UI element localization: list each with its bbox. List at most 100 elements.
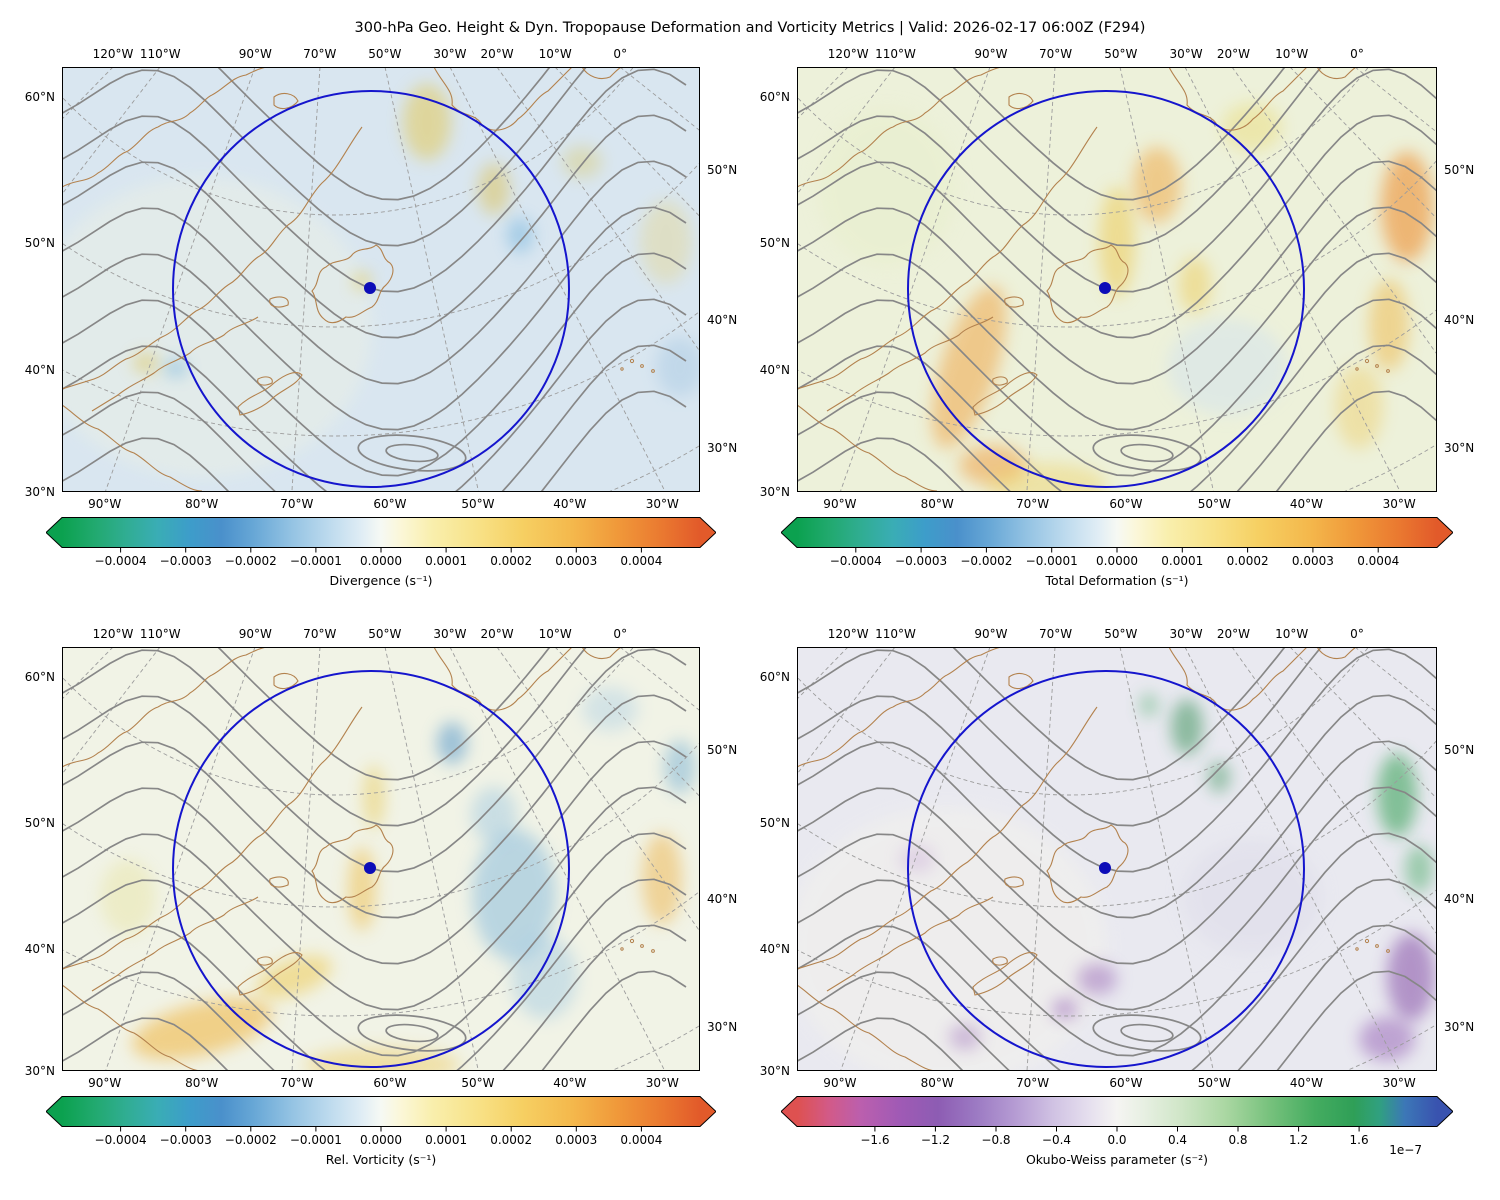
- colorbar-tick-label: −0.0002: [224, 1133, 277, 1147]
- y-tick-label-left: 60°N: [24, 90, 55, 105]
- field-feature: [656, 337, 700, 397]
- coastlines: [797, 67, 1390, 492]
- x-tick-label-top: 120°W: [92, 47, 134, 61]
- colorbar-tick-label: −0.0003: [895, 554, 948, 568]
- field-feature: [1377, 753, 1417, 837]
- field-feature: [1405, 845, 1433, 893]
- range-ring: [172, 670, 570, 1068]
- colorbar-tick-label: 0.0000: [1096, 554, 1138, 568]
- colorbar-tick-label: 1.6: [1349, 1133, 1369, 1147]
- center-marker: [1099, 282, 1111, 294]
- field-feature: [797, 807, 1107, 1071]
- center-marker: [364, 282, 376, 294]
- field-feature: [1222, 103, 1282, 151]
- colorbar-tick-label: −1.6: [860, 1133, 890, 1147]
- x-tick-label-bottom: 90°W: [88, 497, 122, 511]
- panel-border: [797, 67, 1437, 492]
- x-tick-label-top: 110°W: [139, 627, 181, 641]
- range-ring: [172, 90, 570, 488]
- colorbar-relative-vorticity: [45, 1096, 717, 1132]
- x-tick-label-top: 10°W: [538, 627, 572, 641]
- x-tick-label-top: 30°W: [1169, 47, 1203, 61]
- field-feature: [1171, 699, 1203, 755]
- y-tick-label-right: 40°N: [707, 312, 738, 327]
- colorbar-okubo-weiss: [780, 1096, 1454, 1132]
- colorbar-gradient: [780, 517, 1454, 553]
- coastlines: [62, 647, 655, 1071]
- x-tick-label-top: 90°W: [238, 627, 272, 641]
- x-tick-label-top: 70°W: [303, 47, 337, 61]
- field-feature: [1140, 693, 1158, 717]
- center-marker: [364, 862, 376, 874]
- field-feature: [1052, 998, 1078, 1020]
- colorbar-tick-label: 0.0003: [555, 554, 598, 568]
- x-tick-label-bottom: 80°W: [185, 497, 219, 511]
- colorbar-total-deformation: [780, 517, 1454, 553]
- x-tick-label-top: 70°W: [1038, 627, 1073, 641]
- colorbar-label: Okubo-Weiss parameter (s⁻²): [1025, 1152, 1209, 1167]
- x-tick-label-top: 10°W: [1275, 47, 1309, 61]
- figure-title: 300-hPa Geo. Height & Dyn. Tropopause De…: [354, 20, 1146, 36]
- coastlines: [797, 647, 1390, 1071]
- map-canvas-relative-vorticity: [62, 647, 700, 1071]
- colorbar-tick-label: 0.4: [1167, 1133, 1188, 1147]
- geopotential-height-contours: [62, 67, 687, 492]
- map-panel-okubo-weiss: [797, 647, 1437, 1071]
- x-tick-label-top: 120°W: [827, 627, 869, 641]
- x-tick-label-top: 120°W: [92, 627, 134, 641]
- colorbar-tick-label: 1.2: [1289, 1133, 1309, 1147]
- y-tick-label-right: 30°N: [707, 1019, 738, 1034]
- x-tick-label-top: 90°W: [238, 47, 272, 61]
- map-canvas-divergence: [62, 67, 700, 492]
- colorbar-tick-label: 0.0002: [1226, 554, 1269, 568]
- colorbar-tick-label: −0.0001: [289, 1133, 342, 1147]
- x-tick-label-bottom: 50°W: [461, 497, 495, 511]
- field-feature: [1381, 152, 1433, 262]
- field-feature: [437, 722, 467, 764]
- x-tick-label-top: 50°W: [368, 627, 402, 641]
- x-tick-label-bottom: 30°W: [645, 1076, 679, 1090]
- x-tick-label-bottom: 60°W: [373, 497, 407, 511]
- colorbar-tick-label: −0.0002: [224, 554, 277, 568]
- field-feature: [1359, 1017, 1415, 1061]
- panel-border: [62, 647, 700, 1071]
- y-tick-label-left: 60°N: [24, 670, 55, 685]
- map-canvas-total-deformation: [797, 67, 1437, 492]
- x-tick-label-top: 0°: [613, 47, 628, 61]
- graticule: [797, 647, 1437, 1071]
- x-tick-label-top: 70°W: [1038, 47, 1073, 61]
- x-tick-label-top: 30°W: [433, 47, 467, 61]
- x-tick-label-bottom: 90°W: [823, 497, 857, 511]
- field-feature: [507, 217, 533, 253]
- x-tick-label-bottom: 70°W: [280, 497, 314, 511]
- colorbar-tick-label: −0.0002: [960, 554, 1013, 568]
- colorbar-tick-label: −0.0001: [289, 554, 342, 568]
- y-tick-label-left: 30°N: [759, 1064, 790, 1078]
- y-tick-label-right: 40°N: [1444, 892, 1475, 907]
- field-feature: [1387, 933, 1435, 1021]
- y-tick-label-left: 40°N: [24, 942, 55, 957]
- y-tick-label-left: 30°N: [24, 1064, 55, 1078]
- field-feature: [1099, 187, 1135, 297]
- colorbar-gradient: [45, 517, 717, 553]
- field-feature: [1182, 839, 1322, 955]
- y-tick-label-left: 30°N: [759, 485, 790, 499]
- field-feature: [1335, 365, 1383, 449]
- y-tick-label-left: 40°N: [24, 363, 55, 378]
- range-ring: [907, 90, 1305, 488]
- y-tick-label-left: 60°N: [759, 90, 790, 105]
- colorbar-tick-label: 0.0: [1107, 1133, 1127, 1147]
- x-tick-label-bottom: 80°W: [185, 1076, 219, 1090]
- x-tick-label-top: 110°W: [875, 47, 916, 61]
- colorbar-tick-label: 0.0001: [425, 554, 468, 568]
- y-tick-label-left: 40°N: [759, 363, 790, 378]
- field-feature: [62, 177, 372, 477]
- y-tick-label-left: 30°N: [24, 485, 55, 499]
- x-tick-label-bottom: 60°W: [1109, 1076, 1143, 1090]
- colorbar-tick-label: 0.0003: [1291, 554, 1334, 568]
- x-tick-label-bottom: 90°W: [88, 1076, 122, 1090]
- field-feature: [562, 146, 602, 178]
- center-marker: [1099, 862, 1111, 874]
- colorbar-tick-label: 0.0000: [360, 1133, 402, 1147]
- colorbar-tick-label: 0.0002: [490, 1133, 533, 1147]
